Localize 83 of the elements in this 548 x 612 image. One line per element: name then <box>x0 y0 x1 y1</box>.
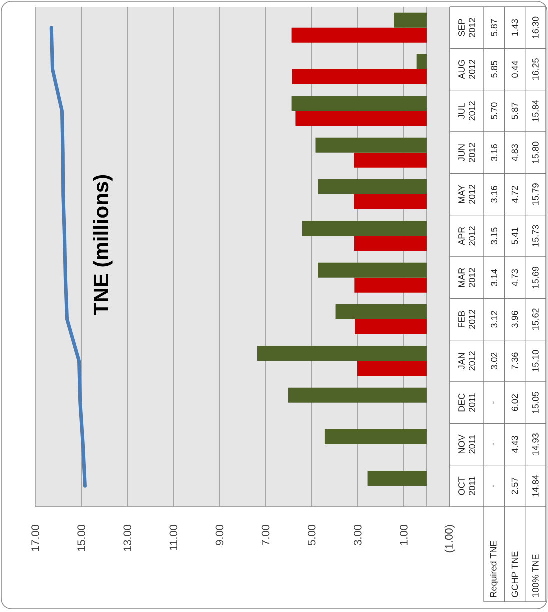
x-tick-label: 11.00 <box>170 524 178 550</box>
bar <box>292 96 427 112</box>
data-label: 15.05 <box>532 392 539 414</box>
data-label: 5.87 <box>491 20 498 36</box>
text: 100% TNE <box>532 554 539 598</box>
data-label: 1.43 <box>512 19 518 36</box>
bar <box>257 346 427 362</box>
x-tick-label: 9.00 <box>216 524 224 546</box>
x-tick-label: 3.00 <box>354 524 362 546</box>
y-tick-label: JUN 2012 <box>458 143 476 162</box>
bar <box>355 319 427 334</box>
data-label: 3.12 <box>491 311 498 328</box>
bar <box>354 194 427 210</box>
y-tick-label: FEB 2012 <box>458 310 476 330</box>
data-label: 15.10 <box>532 350 539 372</box>
bar <box>318 179 427 194</box>
y-tick-label: JAN 2012 <box>458 352 476 371</box>
y-tick-label: SEP 2012 <box>458 18 476 38</box>
data-label: 14.84 <box>532 475 539 497</box>
y-tick-label: DEC 2011 <box>458 394 476 412</box>
bar <box>336 304 427 320</box>
data-label: 5.70 <box>491 102 498 120</box>
data-label: 15.79 <box>532 184 539 206</box>
y-tick-label: AUG 2012 <box>458 60 476 80</box>
data-label: 15.80 <box>532 142 539 164</box>
data-label: 3.02 <box>491 352 498 370</box>
data-label: 6.02 <box>512 394 518 412</box>
bar <box>354 152 427 168</box>
data-label: 15.62 <box>532 308 539 330</box>
y-tick-label: MAR 2012 <box>458 268 476 288</box>
x-tick-label: 5.00 <box>308 524 316 546</box>
x-tick-label: 1.00 <box>400 524 408 546</box>
bar <box>354 236 427 252</box>
data-label: 4.43 <box>512 436 518 454</box>
text: - <box>492 402 494 404</box>
bar <box>318 262 427 278</box>
data-label: 16.30 <box>532 16 539 38</box>
data-label: 4.72 <box>512 186 518 204</box>
bar <box>357 361 427 376</box>
data-label: 3.96 <box>512 311 518 328</box>
data-label: 0.44 <box>512 61 518 78</box>
x-tick-label: 13.00 <box>124 524 132 552</box>
bar <box>324 430 427 444</box>
data-label: 15.84 <box>532 100 539 122</box>
y-tick-label: JUL 2012 <box>458 102 476 121</box>
bar <box>416 54 427 70</box>
data-label: 5.87 <box>512 102 518 120</box>
y-tick-label: APR 2012 <box>458 226 476 246</box>
data-label: 15.69 <box>532 266 539 288</box>
bar <box>368 471 427 486</box>
data-label: 3.16 <box>491 144 498 162</box>
bar <box>292 28 427 43</box>
x-tick-label: (1.00) <box>444 525 456 553</box>
data-label: 4.73 <box>512 269 518 286</box>
data-label: 4.83 <box>512 144 518 162</box>
text: Required TNE <box>490 541 499 598</box>
text: TNE (millions) <box>93 175 113 316</box>
data-label: 5.85 <box>491 61 498 78</box>
text: - <box>492 485 494 488</box>
data-label: 16.25 <box>532 58 539 80</box>
bar <box>394 12 427 28</box>
x-tick-label: 7.00 <box>262 524 270 546</box>
data-label: 14.93 <box>532 434 539 456</box>
text: - <box>492 443 494 446</box>
bar <box>316 138 427 153</box>
text: GCHP TNE <box>512 552 518 598</box>
data-label: 2.57 <box>512 478 518 494</box>
data-label: 15.73 <box>532 225 539 247</box>
x-tick-label: 15.00 <box>78 524 86 552</box>
data-label: 3.16 <box>491 186 498 203</box>
x-tick-label: 17.00 <box>32 524 40 552</box>
bar <box>302 221 427 236</box>
bar <box>288 388 427 403</box>
data-label: 3.15 <box>491 228 498 245</box>
bar <box>292 69 427 84</box>
data-label: 7.36 <box>512 352 518 370</box>
data-label: 5.41 <box>512 228 518 245</box>
bar <box>296 111 427 126</box>
y-tick-label: MAY 2012 <box>458 184 476 204</box>
y-tick-label: NOV 2011 <box>458 434 476 454</box>
y-tick-label: OCT 2011 <box>458 476 476 496</box>
data-label: 3.14 <box>491 269 498 286</box>
bar <box>354 278 427 293</box>
